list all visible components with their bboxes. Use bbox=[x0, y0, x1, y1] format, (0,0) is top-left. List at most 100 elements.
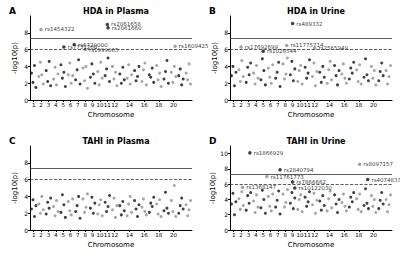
svg-text:6: 6 bbox=[69, 232, 73, 238]
svg-text:8: 8 bbox=[224, 165, 228, 172]
svg-text:7: 7 bbox=[76, 102, 80, 108]
svg-text:rs489332: rs489332 bbox=[296, 21, 322, 27]
svg-text:3: 3 bbox=[47, 232, 51, 238]
svg-text:2: 2 bbox=[24, 80, 28, 87]
svg-text:8: 8 bbox=[224, 29, 228, 36]
svg-text:A: A bbox=[9, 6, 16, 16]
svg-text:10: 10 bbox=[220, 150, 228, 157]
svg-text:4: 4 bbox=[24, 193, 28, 200]
svg-text:5: 5 bbox=[261, 102, 265, 108]
svg-text:0: 0 bbox=[24, 227, 28, 234]
svg-text:2: 2 bbox=[24, 210, 28, 217]
svg-text:9: 9 bbox=[291, 232, 295, 238]
svg-text:18: 18 bbox=[155, 102, 162, 108]
svg-text:2: 2 bbox=[224, 211, 228, 218]
svg-text:5: 5 bbox=[261, 232, 265, 238]
svg-text:rs1454322: rs1454322 bbox=[45, 26, 75, 32]
svg-text:rs2565949: rs2565949 bbox=[318, 45, 348, 51]
svg-text:3: 3 bbox=[47, 102, 51, 108]
svg-text:10: 10 bbox=[296, 102, 303, 108]
svg-text:1: 1 bbox=[232, 232, 236, 238]
svg-text:2: 2 bbox=[239, 102, 243, 108]
svg-text:20: 20 bbox=[170, 102, 177, 108]
svg-text:Chromosome: Chromosome bbox=[88, 241, 135, 249]
svg-text:10: 10 bbox=[296, 232, 303, 238]
svg-text:TAHI in Urine: TAHI in Urine bbox=[286, 137, 346, 146]
svg-text:8: 8 bbox=[83, 232, 87, 238]
svg-text:4: 4 bbox=[224, 196, 228, 203]
svg-text:18: 18 bbox=[355, 102, 362, 108]
svg-text:rs4074833: rs4074833 bbox=[371, 177, 400, 183]
svg-text:5: 5 bbox=[61, 102, 65, 108]
svg-text:6: 6 bbox=[269, 232, 273, 238]
svg-text:8: 8 bbox=[283, 102, 287, 108]
svg-text:4: 4 bbox=[24, 63, 28, 70]
svg-text:10: 10 bbox=[96, 232, 103, 238]
svg-text:9: 9 bbox=[91, 102, 95, 108]
svg-text:1: 1 bbox=[32, 102, 36, 108]
svg-text:HDA in Plasma: HDA in Plasma bbox=[83, 7, 149, 16]
svg-text:4: 4 bbox=[54, 232, 58, 238]
svg-text:11: 11 bbox=[304, 102, 311, 108]
svg-text:5: 5 bbox=[61, 232, 65, 238]
svg-text:0: 0 bbox=[224, 97, 228, 104]
svg-text:4: 4 bbox=[254, 102, 258, 108]
svg-text:rs10122030: rs10122030 bbox=[299, 185, 333, 191]
svg-text:1: 1 bbox=[232, 102, 236, 108]
svg-text:11: 11 bbox=[104, 232, 111, 238]
svg-text:rs7866662: rs7866662 bbox=[296, 179, 326, 185]
svg-text:9: 9 bbox=[91, 232, 95, 238]
svg-text:11: 11 bbox=[104, 102, 111, 108]
svg-text:16: 16 bbox=[141, 102, 148, 108]
svg-text:-log10(p): -log10(p) bbox=[211, 42, 219, 74]
svg-text:16: 16 bbox=[341, 232, 348, 238]
svg-text:20: 20 bbox=[170, 232, 177, 238]
svg-text:2: 2 bbox=[39, 232, 43, 238]
svg-text:0: 0 bbox=[24, 97, 28, 104]
svg-text:B: B bbox=[209, 6, 216, 16]
svg-text:2: 2 bbox=[224, 80, 228, 87]
svg-text:D: D bbox=[209, 136, 216, 146]
svg-text:7: 7 bbox=[276, 232, 280, 238]
svg-text:7: 7 bbox=[76, 232, 80, 238]
svg-text:10: 10 bbox=[96, 102, 103, 108]
svg-text:8: 8 bbox=[283, 232, 287, 238]
svg-text:11: 11 bbox=[304, 232, 311, 238]
svg-text:12: 12 bbox=[311, 102, 318, 108]
svg-text:16: 16 bbox=[141, 232, 148, 238]
svg-text:-log10(p): -log10(p) bbox=[11, 172, 19, 204]
svg-text:6: 6 bbox=[224, 181, 228, 188]
svg-text:6: 6 bbox=[24, 46, 28, 53]
svg-text:Chromosome: Chromosome bbox=[288, 111, 335, 119]
svg-text:2: 2 bbox=[39, 102, 43, 108]
svg-text:rs1609425: rs1609425 bbox=[179, 43, 209, 49]
svg-text:2: 2 bbox=[239, 232, 243, 238]
svg-text:0: 0 bbox=[224, 227, 228, 234]
svg-text:14: 14 bbox=[126, 102, 133, 108]
svg-text:14: 14 bbox=[326, 232, 333, 238]
svg-text:rs2840794: rs2840794 bbox=[284, 167, 314, 173]
svg-text:-log10(p): -log10(p) bbox=[11, 42, 19, 74]
svg-text:12: 12 bbox=[111, 232, 118, 238]
svg-text:rs8097157: rs8097157 bbox=[363, 161, 393, 167]
svg-text:-log10(p): -log10(p) bbox=[209, 172, 217, 204]
svg-text:6: 6 bbox=[269, 102, 273, 108]
svg-text:12: 12 bbox=[111, 102, 118, 108]
svg-text:18: 18 bbox=[155, 232, 162, 238]
svg-text:HDA in Urine: HDA in Urine bbox=[287, 7, 345, 16]
svg-text:6: 6 bbox=[24, 176, 28, 183]
svg-text:3: 3 bbox=[247, 232, 251, 238]
svg-text:20: 20 bbox=[370, 232, 377, 238]
svg-text:4: 4 bbox=[224, 63, 228, 70]
svg-text:1: 1 bbox=[32, 232, 36, 238]
svg-text:Chromosome: Chromosome bbox=[288, 241, 335, 249]
svg-text:8: 8 bbox=[24, 159, 28, 166]
svg-text:8: 8 bbox=[83, 102, 87, 108]
svg-text:6: 6 bbox=[69, 102, 73, 108]
svg-text:6: 6 bbox=[224, 46, 228, 53]
svg-text:12: 12 bbox=[311, 232, 318, 238]
svg-text:4: 4 bbox=[254, 232, 258, 238]
svg-text:14: 14 bbox=[326, 102, 333, 108]
svg-text:rs1866929: rs1866929 bbox=[254, 150, 284, 156]
svg-text:14: 14 bbox=[126, 232, 133, 238]
